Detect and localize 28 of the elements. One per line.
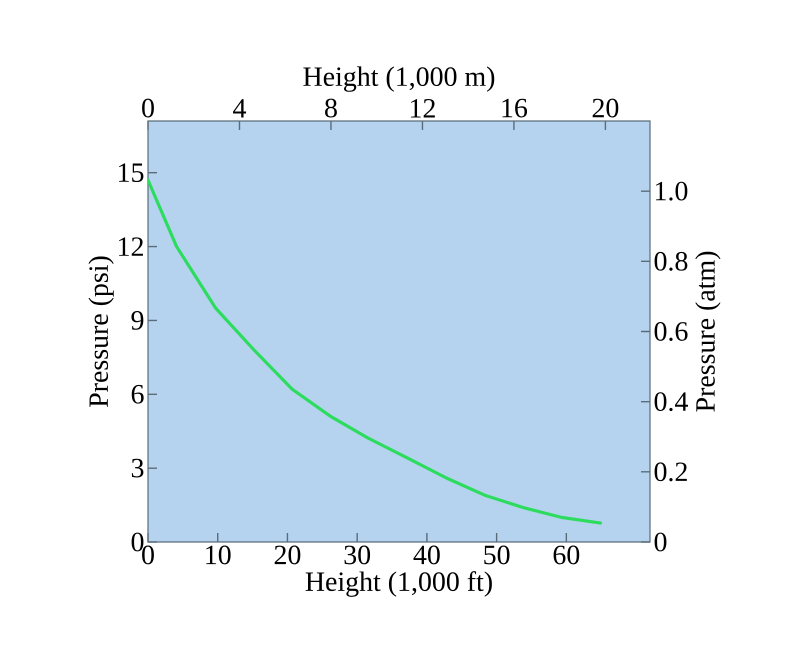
y2-tick-label: 0.2	[654, 462, 687, 482]
x-axis-title: Height (1,000 ft)	[306, 571, 492, 597]
y2-tick-label: 0.6	[654, 322, 688, 341]
x2-tick-label: 12	[410, 99, 435, 118]
y-axis-title: Pressure (psi)	[88, 256, 114, 408]
y-tick-label: 9	[131, 311, 144, 330]
x2-tick-label: 4	[233, 99, 246, 118]
y2-axis-title: Pressure (atm)	[695, 252, 721, 412]
x2-tick-label: 16	[502, 98, 528, 118]
y2-tick-label: 0.4	[654, 392, 688, 412]
y2-tick-label: 0	[654, 532, 666, 552]
y-tick-label: 12	[119, 237, 143, 256]
y-tick-label: 6	[132, 384, 144, 404]
x2-tick-label: 8	[325, 98, 337, 118]
x-tick-label: 50	[484, 546, 510, 564]
y2-tick-label: 1.0	[656, 182, 688, 201]
y-tick-label: 0	[132, 532, 144, 552]
x-tick-label: 20	[274, 546, 300, 564]
x-tick-label: 30	[344, 546, 370, 564]
y-tick-label: 15	[119, 163, 144, 182]
x-tick-label: 60	[554, 546, 580, 564]
x-tick-label: 10	[206, 546, 231, 564]
x-tick-label: 40	[413, 546, 440, 564]
line-series	[148, 178, 602, 525]
x2-axis-title: Height (1,000 m)	[303, 66, 494, 92]
y-tick-label: 3	[132, 458, 144, 478]
x2-tick-label: 20	[592, 98, 618, 118]
y2-tick-label: 0.8	[654, 252, 688, 271]
